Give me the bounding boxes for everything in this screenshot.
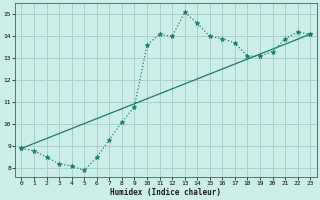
X-axis label: Humidex (Indice chaleur): Humidex (Indice chaleur) [110, 188, 221, 197]
